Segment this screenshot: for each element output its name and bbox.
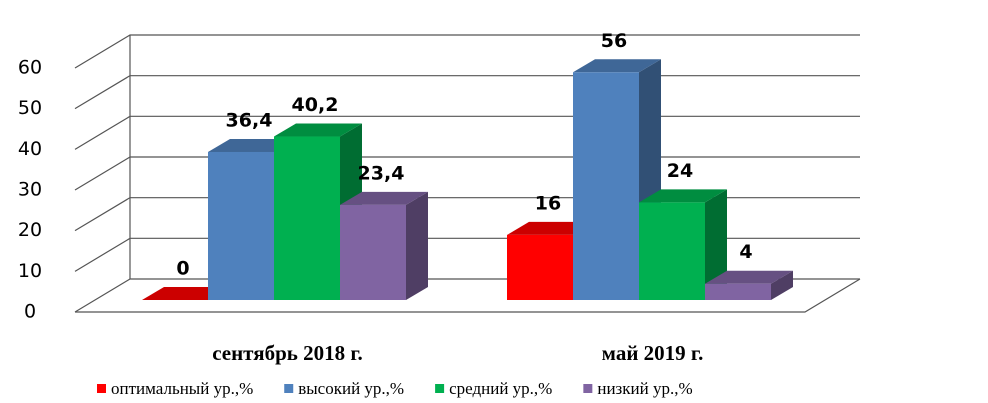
legend-swatch — [97, 384, 106, 393]
legend-swatch — [435, 384, 445, 393]
bar-side — [406, 191, 428, 300]
legend-label: низкий ур.,% — [597, 379, 692, 398]
bar-side — [771, 270, 793, 300]
legend-label: высокий ур.,% — [298, 379, 404, 398]
bar — [573, 72, 639, 301]
value-label: 56 — [601, 30, 627, 52]
value-label: 36,4 — [226, 109, 273, 131]
grid-line — [74, 75, 860, 110]
grid-line — [74, 156, 860, 191]
bar — [705, 283, 771, 300]
bar-top — [573, 59, 661, 73]
grid-line — [74, 197, 860, 232]
value-label: 40,2 — [292, 94, 339, 116]
floor-edge — [75, 278, 861, 313]
x-tick-label: сентябрь 2018 г. — [212, 341, 363, 365]
value-label: 16 — [535, 192, 561, 214]
bar — [340, 204, 406, 300]
value-label: 23,4 — [358, 162, 405, 184]
value-label: 0 — [176, 258, 189, 280]
bar — [507, 234, 573, 300]
bar — [274, 136, 340, 300]
bar-top — [340, 191, 428, 205]
y-tick-label: 0 — [24, 301, 36, 323]
bar-top — [274, 123, 362, 137]
x-tick-label: май 2019 г. — [602, 341, 704, 365]
legend-swatch — [284, 384, 294, 393]
y-tick-label: 50 — [18, 97, 42, 119]
bar — [639, 202, 705, 300]
value-label: 24 — [667, 160, 693, 182]
bar-side — [705, 189, 727, 300]
legend-swatch — [583, 384, 593, 393]
grid-line — [74, 115, 860, 150]
grid-line — [74, 34, 860, 69]
value-label: 4 — [739, 241, 752, 263]
y-tick-label: 10 — [18, 260, 42, 282]
y-tick-label: 40 — [18, 138, 42, 160]
y-tick-label: 20 — [18, 219, 42, 241]
y-tick-label: 30 — [18, 179, 42, 201]
bar — [208, 151, 274, 300]
legend-label: оптимальный ур.,% — [111, 379, 253, 398]
legend-label: средний ур.,% — [449, 379, 552, 398]
bar-top — [705, 270, 793, 284]
y-tick-label: 60 — [18, 57, 42, 79]
bar-top — [639, 189, 727, 203]
